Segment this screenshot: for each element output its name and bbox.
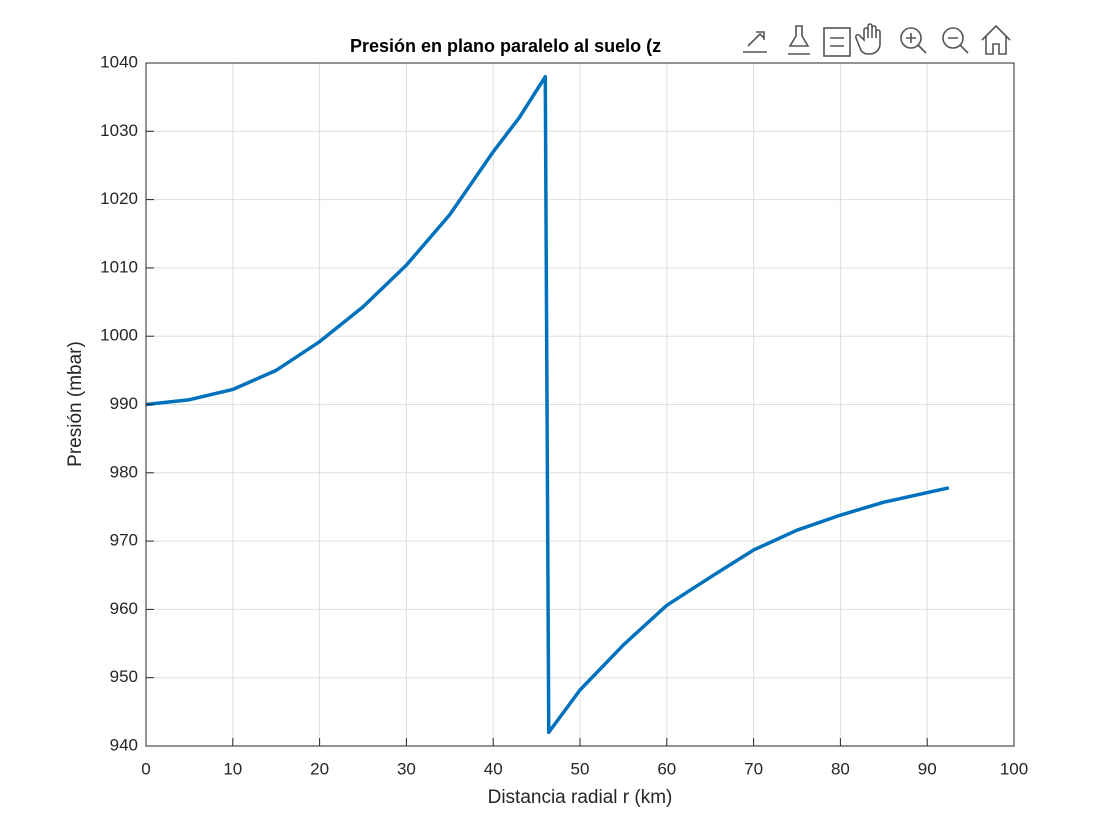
y-tick-label: 1030 bbox=[100, 121, 138, 140]
zoom-out-button[interactable] bbox=[942, 27, 969, 54]
home-button[interactable] bbox=[981, 24, 1011, 55]
y-tick-label: 970 bbox=[110, 531, 138, 550]
y-tick-label: 1010 bbox=[100, 257, 138, 276]
y-tick-label: 940 bbox=[110, 735, 138, 754]
toolbar bbox=[733, 22, 1015, 60]
zoom-in-button[interactable] bbox=[900, 27, 927, 54]
plot bbox=[145, 74, 950, 735]
export-button[interactable] bbox=[743, 31, 767, 53]
y-tick-label: 1040 bbox=[100, 52, 138, 71]
x-tick-label: 90 bbox=[918, 759, 937, 778]
x-tick-label: 20 bbox=[310, 759, 329, 778]
x-axis-label: Distancia radial r (km) bbox=[488, 787, 673, 808]
brush-button[interactable] bbox=[788, 25, 810, 55]
y-tick-label: 990 bbox=[110, 394, 138, 413]
x-tick-label: 40 bbox=[484, 759, 503, 778]
datatip-button[interactable] bbox=[823, 27, 851, 57]
y-tick-label: 1020 bbox=[100, 189, 138, 208]
x-tick-label: 70 bbox=[744, 759, 763, 778]
x-tick-label: 0 bbox=[141, 759, 150, 778]
x-tick-label: 50 bbox=[571, 759, 590, 778]
x-tick-label: 30 bbox=[397, 759, 416, 778]
y-tick-label: 950 bbox=[110, 667, 138, 686]
x-tick-label: 100 bbox=[1000, 759, 1028, 778]
line-series bbox=[145, 74, 950, 735]
y-tick-label: 1000 bbox=[100, 326, 138, 345]
x-tick-label: 10 bbox=[223, 759, 242, 778]
x-tick-label: 80 bbox=[831, 759, 850, 778]
pan-button[interactable] bbox=[854, 23, 881, 55]
y-tick-label: 980 bbox=[110, 462, 138, 481]
x-tick-label: 60 bbox=[657, 759, 676, 778]
y-axis-label: Presión (mbar) bbox=[65, 341, 86, 467]
toolbar-bg bbox=[733, 22, 1015, 60]
y-tick-label: 960 bbox=[110, 599, 138, 618]
chart-title: Presión en plano paralelo al suelo (z bbox=[350, 36, 661, 56]
